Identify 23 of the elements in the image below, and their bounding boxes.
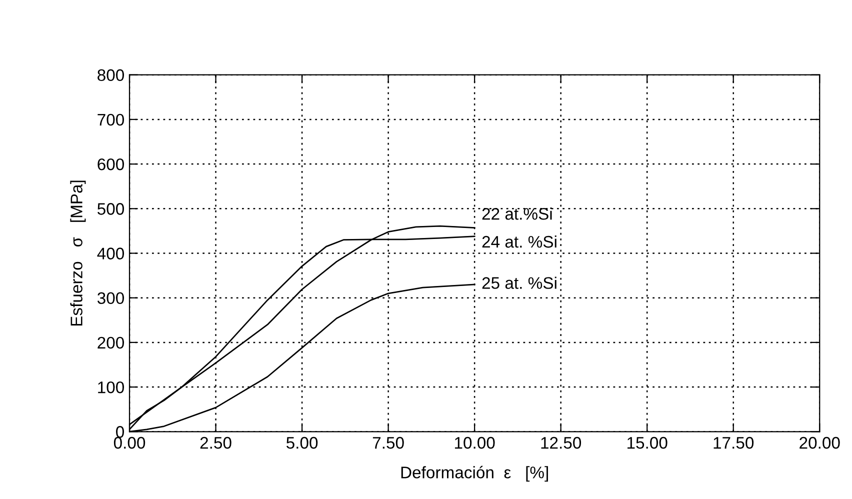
y-tick-label: 0 (116, 426, 124, 438)
x-tick-label: 0.00 (114, 436, 146, 449)
x-tick-label: 17.50 (714, 436, 754, 449)
y-tick-label: 100 (98, 381, 124, 394)
series-label: 22 at.%Si (482, 208, 552, 220)
x-tick-label: 7.50 (372, 436, 404, 449)
y-tick-label: 400 (97, 248, 124, 260)
series-label: 25 at. %Si (482, 276, 556, 289)
x-tick-label: 5.00 (286, 436, 318, 449)
series-label: 24 at. %Si (482, 235, 556, 248)
y-tick-label: 200 (98, 336, 124, 349)
y-tick-label: 700 (98, 114, 124, 126)
y-tick-label: 600 (98, 158, 124, 170)
x-tick-label: 12.50 (541, 436, 582, 449)
y-tick-label: 800 (98, 69, 124, 82)
x-tick-label: 15.00 (628, 436, 668, 449)
y-axis-title: Esfuerzo σ [MPa] (70, 180, 86, 326)
x-tick-label: 10.00 (454, 436, 495, 449)
y-tick-label: 300 (97, 292, 124, 304)
x-tick-label: 2.50 (200, 436, 232, 449)
x-tick-label: 20.00 (800, 436, 840, 449)
x-axis-title: Deformación ε [%] (401, 466, 548, 482)
y-tick-label: 500 (98, 203, 124, 215)
